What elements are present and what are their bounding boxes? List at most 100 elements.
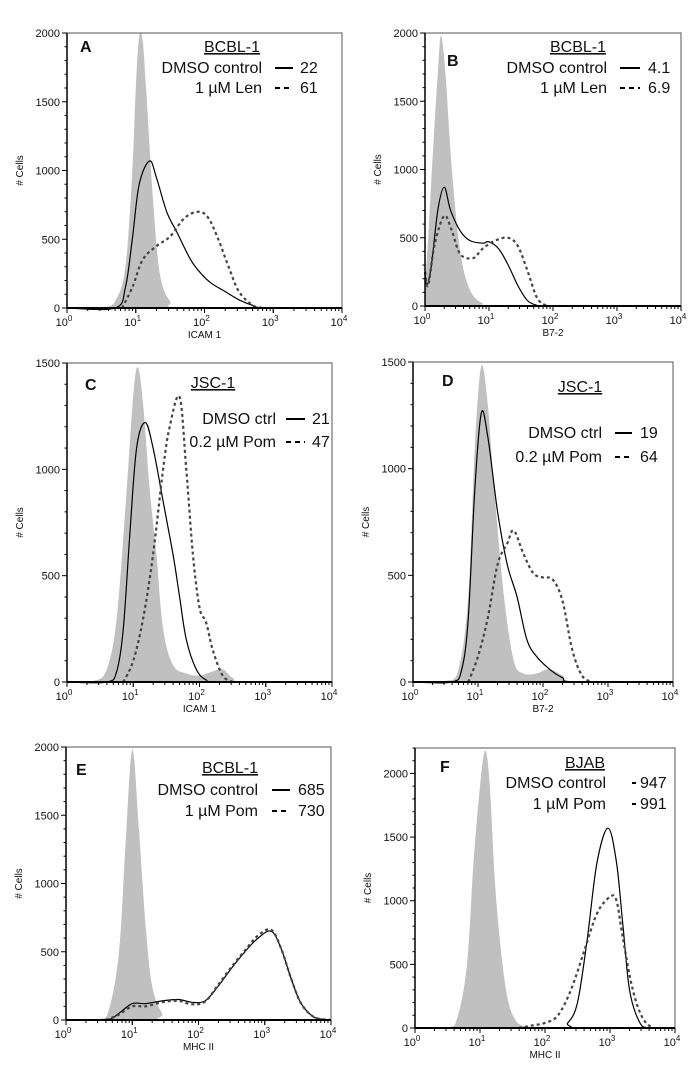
legend-label: 1 µM Len (540, 80, 607, 97)
plot-frame (412, 361, 674, 683)
histogram-dmso-control (412, 410, 674, 684)
legend-mfi-value: 22 (300, 60, 318, 77)
y-tick-label: 0 (412, 301, 418, 313)
y-tick-label: 1500 (394, 96, 418, 108)
legend-label: DMSO ctrl (202, 411, 276, 428)
x-tick-label: 102 (193, 314, 210, 329)
y-axis-label: # Cells (15, 507, 26, 538)
legend-label: 1 µM Len (195, 80, 262, 97)
cell-line-title: JSC-1 (191, 375, 236, 392)
y-tick-label: 2000 (394, 28, 418, 40)
cell-line-title: JSC-1 (558, 379, 603, 396)
y-axis-label: # Cells (361, 507, 372, 538)
legend-mfi-value: 730 (298, 803, 325, 820)
legend-mfi-value: 61 (300, 80, 318, 97)
histogram-treated (122, 394, 234, 683)
cell-line-title: BCBL-1 (550, 39, 606, 56)
x-tick-label: 102 (187, 1026, 204, 1041)
x-axis-label: MHC II (529, 1050, 560, 1061)
histogram-treated (121, 210, 264, 310)
x-tick-label: 104 (320, 1026, 337, 1041)
histogram-dmso-control (65, 930, 332, 1022)
y-tick-label: 1500 (382, 357, 406, 369)
x-axis-label: ICAM 1 (188, 330, 222, 341)
x-tick-label: 103 (262, 314, 279, 329)
x-axis-label: B7-2 (542, 328, 564, 339)
x-tick-label: 101 (122, 688, 139, 703)
y-tick-label: 2000 (35, 742, 59, 754)
panel-e: 0 500 1000 1500 2000 100 101 102 103 104 MHC II # C… (14, 742, 337, 1053)
x-tick-label: 100 (56, 314, 73, 329)
y-tick-label: 0 (54, 303, 60, 315)
histogram-isotype-control (413, 365, 673, 683)
legend-label: 1 µM Pom (533, 796, 606, 813)
plot-frame (66, 362, 333, 683)
y-tick-label: 0 (54, 677, 60, 689)
cell-line-title: BCBL-1 (204, 39, 260, 56)
legend-label: DMSO control (507, 60, 607, 77)
panel-a: 0 500 1000 1500 2000 100 101 102 103 104 ICAM 1 # C… (15, 28, 348, 341)
x-tick-label: 104 (670, 312, 687, 327)
legend-mfi-value: 947 (640, 775, 667, 792)
cell-line-title: BCBL-1 (202, 760, 258, 777)
y-axis-label: # Cells (363, 873, 374, 904)
histogram-dmso-control (424, 186, 682, 307)
panel-c: 0 500 1000 1500 100 101 102 103 104 ICAM 1 # Cells… (15, 358, 338, 715)
legend-label: 0.2 µM Pom (189, 434, 276, 451)
panel-d: 0 500 1000 1500 100 101 102 103 104 B7-2 # Cells D J… (361, 357, 679, 715)
histogram-isotype-control (66, 749, 331, 1021)
y-tick-label: 1000 (384, 896, 408, 908)
legend-mfi-value: 685 (298, 782, 325, 799)
legend-mfi-value: 19 (640, 425, 658, 442)
y-axis-label: # Cells (14, 868, 25, 899)
y-tick-label: 0 (400, 677, 406, 689)
panel-letter: E (76, 762, 87, 779)
x-tick-label: 103 (606, 312, 623, 327)
x-tick-label: 103 (599, 1034, 616, 1049)
legend-mfi-value: 6.9 (648, 80, 670, 97)
x-tick-label: 102 (534, 1034, 551, 1049)
x-tick-label: 103 (597, 688, 614, 703)
x-tick-label: 101 (467, 688, 484, 703)
y-tick-label: 500 (42, 234, 60, 246)
y-tick-label: 1000 (36, 464, 60, 476)
histogram-isotype-control (415, 750, 675, 1029)
x-tick-label: 104 (664, 1034, 681, 1049)
histogram-isotype-control (425, 35, 681, 306)
x-tick-label: 104 (331, 314, 348, 329)
y-tick-label: 500 (42, 571, 60, 583)
x-tick-label: 103 (253, 1026, 270, 1041)
y-axis-label: # Cells (15, 155, 26, 186)
panel-letter: C (85, 377, 97, 394)
histogram-dmso-control (414, 827, 676, 1030)
panel-letter: D (442, 373, 454, 390)
y-tick-label: 500 (400, 233, 418, 245)
x-tick-label: 104 (321, 688, 338, 703)
histogram-dmso-control (66, 160, 343, 311)
panel-letter: B (447, 53, 459, 70)
x-axis-label: B7-2 (532, 704, 554, 715)
legend-mfi-value: 64 (640, 449, 658, 466)
x-tick-label: 101 (124, 314, 141, 329)
y-tick-label: 500 (41, 947, 59, 959)
x-tick-label: 103 (254, 688, 271, 703)
y-axis-label: # Cells (373, 154, 384, 185)
x-tick-label: 100 (402, 688, 419, 703)
x-tick-label: 101 (469, 1034, 486, 1049)
legend-label: DMSO control (158, 782, 258, 799)
y-tick-label: 1000 (394, 165, 418, 177)
x-axis-label: ICAM 1 (183, 704, 217, 715)
panel-letter: F (440, 759, 450, 776)
x-tick-label: 101 (121, 1026, 138, 1041)
x-tick-label: 100 (414, 312, 431, 327)
y-tick-label: 500 (390, 959, 408, 971)
y-tick-label: 1000 (35, 879, 59, 891)
histogram-isotype-control (67, 32, 342, 309)
y-tick-label: 1000 (382, 464, 406, 476)
x-tick-label: 100 (56, 688, 73, 703)
x-tick-label: 100 (404, 1034, 421, 1049)
legend-mfi-value: 47 (312, 434, 330, 451)
histogram-treated (105, 928, 332, 1022)
y-tick-label: 2000 (384, 768, 408, 780)
